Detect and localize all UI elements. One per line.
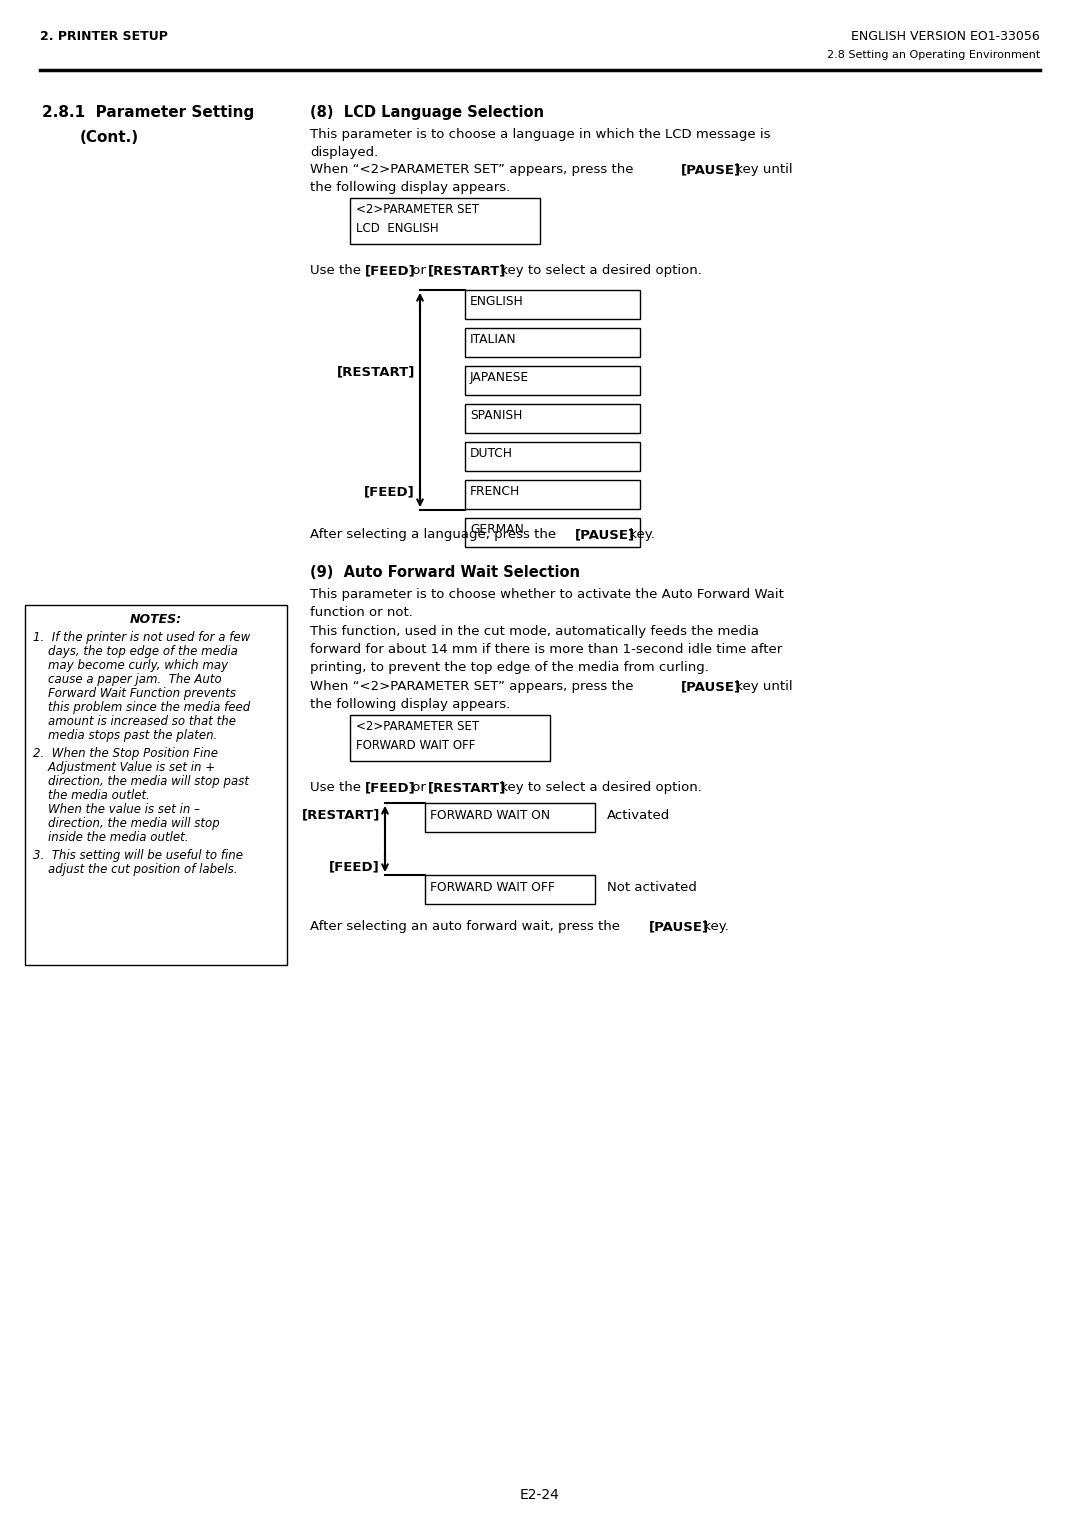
Text: adjust the cut position of labels.: adjust the cut position of labels.	[33, 863, 238, 876]
Bar	[426, 876, 595, 905]
Text: forward for about 14 mm if there is more than 1-second idle time after: forward for about 14 mm if there is more…	[310, 643, 782, 656]
Text: 2.  When the Stop Position Fine: 2. When the Stop Position Fine	[33, 747, 218, 759]
Bar	[465, 442, 640, 471]
Text: Use the: Use the	[310, 264, 365, 277]
Text: This parameter is to choose a language in which the LCD message is: This parameter is to choose a language i…	[310, 128, 770, 141]
Bar	[465, 403, 640, 432]
Text: function or not.: function or not.	[310, 607, 413, 619]
Text: or: or	[408, 781, 430, 795]
Text: key until: key until	[731, 163, 793, 176]
Text: ITALIAN: ITALIAN	[470, 333, 516, 345]
Text: the media outlet.: the media outlet.	[33, 788, 150, 802]
Text: direction, the media will stop: direction, the media will stop	[33, 817, 219, 830]
Text: JAPANESE: JAPANESE	[470, 371, 529, 384]
Text: or: or	[408, 264, 430, 277]
Text: FRENCH: FRENCH	[470, 484, 521, 498]
Text: NOTES:: NOTES:	[130, 613, 183, 626]
Text: (9)  Auto Forward Wait Selection: (9) Auto Forward Wait Selection	[310, 565, 580, 581]
Text: Adjustment Value is set in +: Adjustment Value is set in +	[33, 761, 215, 775]
Bar	[465, 480, 640, 509]
Text: [FEED]: [FEED]	[365, 264, 416, 277]
Bar	[465, 367, 640, 396]
Text: media stops past the platen.: media stops past the platen.	[33, 729, 217, 743]
Text: FORWARD WAIT ON: FORWARD WAIT ON	[430, 808, 550, 822]
Text: After selecting a language, press the: After selecting a language, press the	[310, 529, 561, 541]
Bar	[350, 715, 550, 761]
Text: key.: key.	[699, 920, 729, 934]
Text: After selecting an auto forward wait, press the: After selecting an auto forward wait, pr…	[310, 920, 624, 934]
Bar	[350, 199, 540, 244]
Text: [RESTART]: [RESTART]	[428, 264, 507, 277]
Text: [PAUSE]: [PAUSE]	[681, 680, 741, 694]
Text: Use the: Use the	[310, 781, 365, 795]
Text: (Cont.): (Cont.)	[80, 130, 139, 145]
Text: [FEED]: [FEED]	[329, 860, 380, 872]
Text: ENGLISH VERSION EO1-33056: ENGLISH VERSION EO1-33056	[851, 31, 1040, 43]
Bar	[465, 518, 640, 547]
Bar	[465, 329, 640, 358]
Text: This parameter is to choose whether to activate the Auto Forward Wait: This parameter is to choose whether to a…	[310, 588, 784, 601]
Text: (8)  LCD Language Selection: (8) LCD Language Selection	[310, 105, 544, 121]
Text: FORWARD WAIT OFF: FORWARD WAIT OFF	[356, 740, 475, 752]
Text: printing, to prevent the top edge of the media from curling.: printing, to prevent the top edge of the…	[310, 662, 708, 674]
Bar	[426, 804, 595, 833]
Text: Not activated: Not activated	[607, 882, 697, 894]
Text: E2-24: E2-24	[521, 1488, 559, 1502]
Text: SPANISH: SPANISH	[470, 410, 523, 422]
Text: [PAUSE]: [PAUSE]	[575, 529, 635, 541]
Text: 3.  This setting will be useful to fine: 3. This setting will be useful to fine	[33, 850, 243, 862]
Text: displayed.: displayed.	[310, 147, 378, 159]
Text: key until: key until	[731, 680, 793, 694]
Text: When the value is set in –: When the value is set in –	[33, 804, 200, 816]
Text: [RESTART]: [RESTART]	[337, 365, 415, 377]
Text: [RESTART]: [RESTART]	[301, 808, 380, 821]
Text: <2>PARAMETER SET: <2>PARAMETER SET	[356, 203, 480, 215]
Text: [FEED]: [FEED]	[364, 484, 415, 498]
Text: This function, used in the cut mode, automatically feeds the media: This function, used in the cut mode, aut…	[310, 625, 759, 639]
Bar	[465, 290, 640, 319]
Text: this problem since the media feed: this problem since the media feed	[33, 701, 251, 714]
Text: [RESTART]: [RESTART]	[428, 781, 507, 795]
Text: GERMAN: GERMAN	[470, 523, 524, 536]
Text: <2>PARAMETER SET: <2>PARAMETER SET	[356, 720, 480, 733]
Text: the following display appears.: the following display appears.	[310, 180, 510, 194]
Text: 2.8 Setting an Operating Environment: 2.8 Setting an Operating Environment	[827, 50, 1040, 60]
Text: When “<2>PARAMETER SET” appears, press the: When “<2>PARAMETER SET” appears, press t…	[310, 163, 638, 176]
Text: LCD  ENGLISH: LCD ENGLISH	[356, 222, 438, 235]
Text: FORWARD WAIT OFF: FORWARD WAIT OFF	[430, 882, 555, 894]
Text: When “<2>PARAMETER SET” appears, press the: When “<2>PARAMETER SET” appears, press t…	[310, 680, 638, 694]
Bar	[25, 605, 287, 966]
Text: Activated: Activated	[607, 808, 671, 822]
Text: the following display appears.: the following display appears.	[310, 698, 510, 711]
Text: [FEED]: [FEED]	[365, 781, 416, 795]
Text: key.: key.	[625, 529, 654, 541]
Text: days, the top edge of the media: days, the top edge of the media	[33, 645, 238, 659]
Text: key to select a desired option.: key to select a desired option.	[496, 264, 702, 277]
Text: amount is increased so that the: amount is increased so that the	[33, 715, 237, 727]
Text: cause a paper jam.  The Auto: cause a paper jam. The Auto	[33, 672, 221, 686]
Text: 2.8.1  Parameter Setting: 2.8.1 Parameter Setting	[42, 105, 254, 121]
Text: inside the media outlet.: inside the media outlet.	[33, 831, 189, 843]
Text: Forward Wait Function prevents: Forward Wait Function prevents	[33, 688, 237, 700]
Text: 1.  If the printer is not used for a few: 1. If the printer is not used for a few	[33, 631, 251, 643]
Text: DUTCH: DUTCH	[470, 448, 513, 460]
Text: key to select a desired option.: key to select a desired option.	[496, 781, 702, 795]
Text: [PAUSE]: [PAUSE]	[649, 920, 710, 934]
Text: may become curly, which may: may become curly, which may	[33, 659, 228, 672]
Text: ENGLISH: ENGLISH	[470, 295, 524, 309]
Text: [PAUSE]: [PAUSE]	[681, 163, 741, 176]
Text: 2. PRINTER SETUP: 2. PRINTER SETUP	[40, 31, 167, 43]
Text: direction, the media will stop past: direction, the media will stop past	[33, 775, 249, 788]
